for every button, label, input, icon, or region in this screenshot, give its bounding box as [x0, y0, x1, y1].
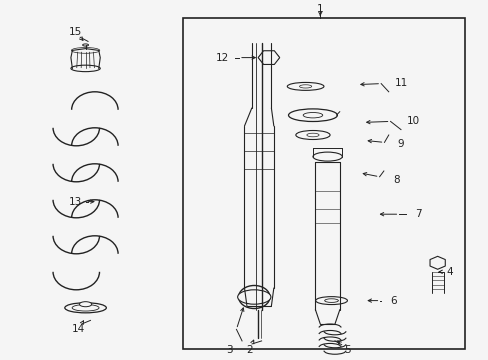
Ellipse shape [64, 303, 106, 313]
Ellipse shape [287, 82, 323, 90]
Ellipse shape [72, 305, 99, 311]
Ellipse shape [315, 297, 346, 305]
Ellipse shape [288, 109, 337, 122]
Ellipse shape [324, 299, 338, 302]
Text: 14: 14 [71, 324, 85, 334]
Ellipse shape [299, 85, 311, 88]
Ellipse shape [303, 112, 322, 118]
Text: 12: 12 [215, 53, 229, 63]
Ellipse shape [71, 65, 100, 72]
Ellipse shape [312, 152, 342, 161]
Text: 3: 3 [226, 345, 233, 355]
Ellipse shape [259, 53, 278, 62]
Ellipse shape [237, 290, 270, 304]
Ellipse shape [295, 131, 329, 140]
Circle shape [245, 291, 263, 303]
Text: 11: 11 [393, 78, 407, 88]
Text: 2: 2 [245, 345, 252, 355]
Text: 8: 8 [392, 175, 399, 185]
Text: 6: 6 [389, 296, 396, 306]
Text: 5: 5 [343, 345, 350, 355]
Ellipse shape [71, 48, 100, 53]
Text: 9: 9 [397, 139, 404, 149]
Text: 10: 10 [406, 116, 419, 126]
Text: 1: 1 [316, 4, 323, 14]
Ellipse shape [82, 44, 88, 46]
Text: 15: 15 [69, 27, 82, 37]
Text: 13: 13 [69, 197, 82, 207]
Ellipse shape [306, 133, 319, 137]
Text: 7: 7 [414, 209, 421, 219]
Circle shape [238, 285, 269, 309]
Text: 4: 4 [446, 267, 452, 277]
Ellipse shape [79, 302, 92, 307]
